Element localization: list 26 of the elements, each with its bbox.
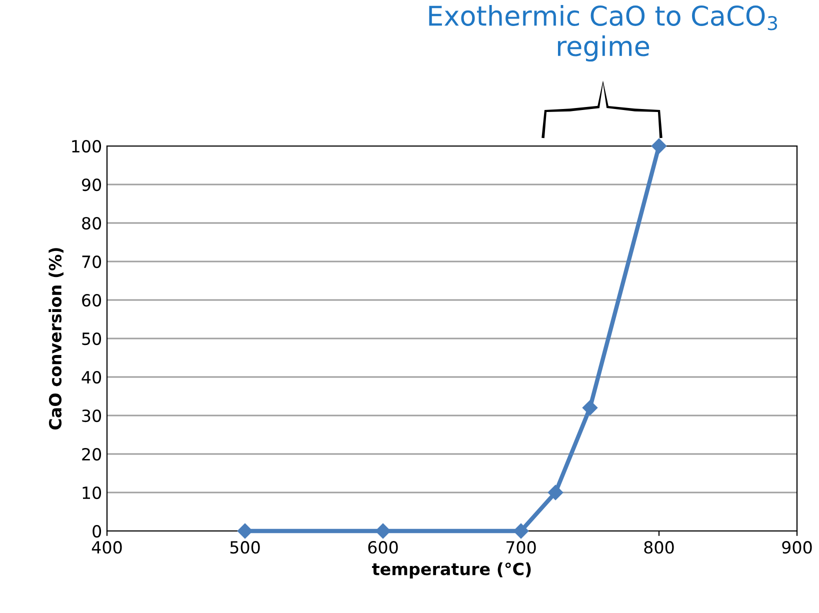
point bbox=[582, 400, 598, 416]
y-tick-label: 80 bbox=[82, 216, 102, 230]
y-tick-label: 100 bbox=[72, 140, 102, 153]
y-tick-label: 40 bbox=[82, 370, 102, 384]
x-tick-label: 900 bbox=[782, 541, 812, 554]
y-axis-title: CaO conversion (%) bbox=[48, 248, 64, 430]
point bbox=[651, 138, 667, 154]
y-tick-label: 20 bbox=[82, 448, 102, 461]
x-axis-title: temperature (°C) bbox=[372, 562, 531, 579]
y-tick-label: 70 bbox=[82, 255, 102, 268]
x-tick-label: 500 bbox=[230, 541, 260, 554]
point bbox=[513, 523, 529, 539]
point bbox=[548, 484, 564, 500]
x-tick-label: 700 bbox=[506, 541, 536, 554]
point bbox=[375, 523, 391, 539]
point bbox=[237, 523, 253, 539]
y-tick-label: 10 bbox=[82, 486, 102, 500]
x-tick-label: 400 bbox=[92, 541, 122, 554]
y-tick-label: 90 bbox=[82, 178, 102, 192]
y-tick-label: 60 bbox=[82, 294, 102, 307]
y-tick-label: 0 bbox=[92, 524, 102, 538]
x-tick-label: 600 bbox=[368, 541, 398, 554]
text: Exothermic CaO to CaCO$_{3}$ regime bbox=[429, 4, 778, 62]
y-tick-label: 50 bbox=[82, 332, 102, 346]
x-tick-label: 800 bbox=[644, 541, 674, 554]
y-tick-label: 30 bbox=[82, 409, 102, 422]
